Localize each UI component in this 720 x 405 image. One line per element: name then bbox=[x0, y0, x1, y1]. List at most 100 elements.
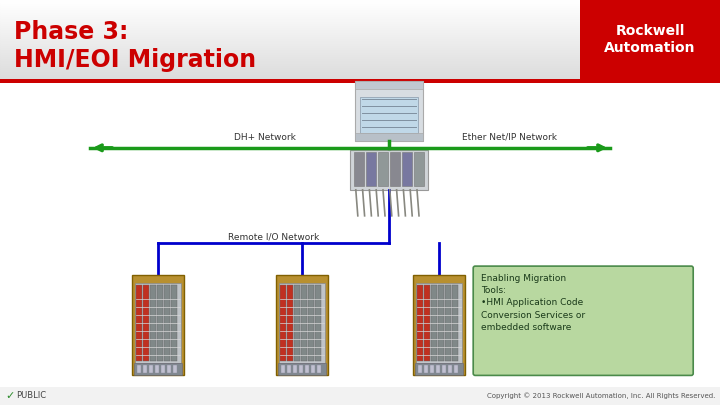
Bar bbox=[390, 152, 400, 186]
Bar bbox=[135, 284, 181, 362]
Bar bbox=[0, 22, 580, 23]
Bar bbox=[0, 52, 580, 53]
Bar bbox=[155, 364, 159, 373]
Bar bbox=[0, 59, 580, 60]
Text: DH+ Network: DH+ Network bbox=[234, 133, 296, 142]
Bar bbox=[448, 364, 452, 373]
Bar bbox=[0, 21, 580, 22]
Bar bbox=[402, 152, 412, 186]
Bar bbox=[279, 284, 325, 362]
Bar bbox=[0, 47, 580, 48]
Bar bbox=[157, 286, 163, 360]
Bar bbox=[0, 57, 580, 58]
FancyBboxPatch shape bbox=[473, 266, 693, 375]
Bar bbox=[305, 364, 309, 373]
Bar bbox=[0, 65, 580, 66]
Bar bbox=[0, 63, 580, 64]
Bar bbox=[0, 28, 580, 29]
Bar bbox=[0, 5, 580, 6]
Bar bbox=[0, 53, 580, 54]
Bar bbox=[424, 364, 428, 373]
Bar bbox=[431, 286, 437, 360]
Bar bbox=[0, 12, 580, 13]
Bar bbox=[442, 364, 446, 373]
Bar bbox=[0, 6, 580, 7]
Bar bbox=[0, 34, 580, 35]
Bar bbox=[0, 54, 580, 55]
Text: Ether Net/IP Network: Ether Net/IP Network bbox=[462, 133, 557, 142]
Bar bbox=[414, 152, 424, 186]
Bar bbox=[0, 46, 580, 47]
Bar bbox=[299, 364, 303, 373]
Bar bbox=[0, 19, 580, 20]
Bar bbox=[0, 35, 580, 36]
Text: Enabling Migration
Tools:
•HMI Application Code
Conversion Services or
embedded : Enabling Migration Tools: •HMI Applicati… bbox=[481, 274, 585, 332]
Bar bbox=[0, 25, 580, 26]
Bar bbox=[143, 364, 147, 373]
Text: ✓: ✓ bbox=[5, 391, 14, 401]
Bar bbox=[164, 286, 170, 360]
Bar bbox=[452, 286, 458, 360]
Bar bbox=[0, 68, 580, 69]
Bar bbox=[0, 11, 580, 12]
Bar bbox=[0, 62, 580, 63]
Bar bbox=[0, 58, 580, 59]
Bar bbox=[0, 4, 580, 5]
Bar bbox=[0, 0, 580, 79]
Bar bbox=[0, 2, 580, 3]
Bar bbox=[0, 3, 580, 4]
Bar bbox=[0, 56, 580, 57]
Bar bbox=[161, 364, 165, 373]
Bar bbox=[293, 364, 297, 373]
Bar bbox=[424, 286, 430, 360]
Bar bbox=[360, 97, 418, 133]
Bar bbox=[0, 38, 580, 39]
Bar bbox=[0, 23, 580, 24]
Bar bbox=[0, 44, 580, 45]
Bar bbox=[0, 43, 580, 44]
Bar bbox=[350, 150, 428, 190]
Bar bbox=[0, 48, 580, 49]
Bar bbox=[0, 72, 580, 73]
Bar bbox=[287, 364, 291, 373]
Bar bbox=[430, 364, 434, 373]
Bar bbox=[416, 284, 462, 362]
Bar bbox=[454, 364, 458, 373]
Bar bbox=[0, 70, 580, 71]
Bar bbox=[0, 20, 580, 21]
Bar bbox=[0, 75, 580, 76]
Bar bbox=[354, 152, 364, 186]
Bar bbox=[415, 362, 463, 375]
Bar bbox=[311, 364, 315, 373]
Bar bbox=[418, 364, 422, 373]
Bar bbox=[0, 77, 580, 78]
Bar bbox=[413, 275, 465, 375]
Bar bbox=[173, 364, 177, 373]
Bar bbox=[308, 286, 314, 360]
Bar bbox=[355, 81, 423, 89]
Bar bbox=[0, 41, 580, 42]
Bar bbox=[0, 14, 580, 15]
Bar bbox=[580, 0, 720, 79]
Bar bbox=[355, 133, 423, 141]
Bar bbox=[0, 32, 580, 33]
Bar bbox=[0, 387, 720, 405]
Bar bbox=[0, 29, 580, 30]
Bar bbox=[136, 286, 142, 360]
Bar bbox=[0, 16, 580, 17]
Text: Remote I/O Network: Remote I/O Network bbox=[228, 232, 319, 241]
Bar bbox=[0, 36, 580, 37]
Bar bbox=[0, 7, 580, 8]
Text: PUBLIC: PUBLIC bbox=[16, 392, 46, 401]
Bar bbox=[167, 364, 171, 373]
Bar bbox=[0, 74, 580, 75]
Bar bbox=[445, 286, 451, 360]
Bar bbox=[0, 42, 580, 43]
Bar bbox=[0, 33, 580, 34]
Bar bbox=[132, 275, 184, 375]
Bar bbox=[278, 362, 326, 375]
Bar bbox=[0, 60, 580, 61]
Bar bbox=[0, 67, 580, 68]
Text: Phase 3:: Phase 3: bbox=[14, 20, 128, 44]
Bar bbox=[150, 286, 156, 360]
